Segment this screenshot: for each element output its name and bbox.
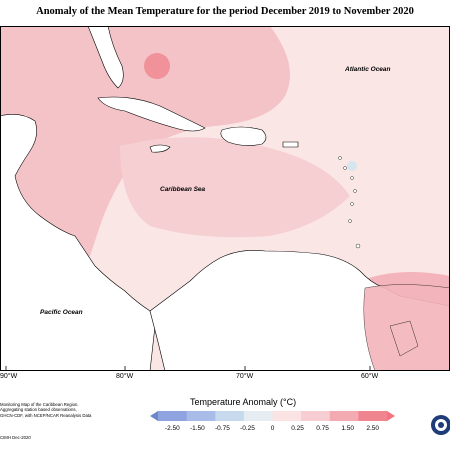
lon-label-90w: 90°W bbox=[0, 373, 18, 380]
cuba-land bbox=[97, 96, 206, 132]
anomaly-map: Atlantic Ocean Caribbean Sea Pacific Oce… bbox=[0, 26, 450, 371]
colorbar-segment bbox=[272, 411, 302, 421]
legend-title: Temperature Anomaly (°C) bbox=[190, 397, 297, 407]
florida-land bbox=[87, 26, 124, 89]
colorbar-segment bbox=[329, 411, 359, 421]
longitude-ticks bbox=[5, 366, 371, 371]
colorbar-segment bbox=[301, 411, 331, 421]
anomaly-field-caribbean bbox=[120, 137, 350, 238]
anomaly-map-svg: Atlantic Ocean Caribbean Sea Pacific Oce… bbox=[0, 26, 450, 371]
colorbar-tick-label: -2.50 bbox=[164, 425, 180, 432]
colorbar-segment bbox=[358, 411, 388, 421]
anomaly-negative-patch bbox=[347, 161, 357, 171]
colorbar-tick-label: 1.50 bbox=[341, 425, 354, 432]
credit-line-2: Aggregating station based observations, bbox=[0, 407, 77, 413]
jamaica-land bbox=[149, 144, 171, 153]
colorbar-tick-label: 0.25 bbox=[291, 425, 304, 432]
lon-label-70w: 70°W bbox=[236, 373, 254, 380]
colorbar-segment bbox=[186, 411, 216, 421]
colorbar-tick-label: 0 bbox=[270, 425, 275, 432]
colorbar bbox=[150, 409, 395, 423]
puerto-rico-land bbox=[282, 141, 299, 148]
lon-label-80w: 80°W bbox=[116, 373, 134, 380]
colorbar-segment bbox=[243, 411, 273, 421]
colorbar-arrow-left bbox=[150, 411, 158, 421]
colorbar-tick-label: -0.75 bbox=[214, 425, 230, 432]
colorbar-tick-label: -1.50 bbox=[189, 425, 205, 432]
colorbar-arrow-right bbox=[387, 411, 395, 421]
border-lines bbox=[389, 320, 419, 357]
credit-line-1: Monitoring Map of the Caribbean Region. bbox=[0, 402, 79, 407]
anomaly-hotspot-bahamas bbox=[144, 53, 170, 79]
cimh-logo-icon bbox=[431, 415, 450, 435]
land-anomaly-guianas bbox=[363, 284, 450, 371]
colorbar-tick-label: 0.75 bbox=[316, 425, 329, 432]
colorbar-segment bbox=[215, 411, 245, 421]
central-america-land bbox=[0, 114, 156, 371]
lesser-antilles bbox=[338, 156, 361, 249]
credit-text: Monitoring Map of the Caribbean Region. … bbox=[0, 402, 120, 418]
pacific-ocean-label: Pacific Ocean bbox=[40, 309, 83, 316]
colorbar-tick-label: -0.25 bbox=[240, 425, 255, 432]
credit-line-3: GHCN-CDF, with NCEP/NCAR Reanalysis Data bbox=[0, 412, 92, 418]
atlantic-ocean-label: Atlantic Ocean bbox=[344, 66, 391, 73]
colorbar-svg bbox=[150, 411, 395, 421]
hispaniola-land bbox=[220, 126, 267, 146]
lon-label-60w: 60°W bbox=[361, 373, 379, 380]
caribbean-sea-label: Caribbean Sea bbox=[160, 186, 206, 193]
map-title: Anomaly of the Mean Temperature for the … bbox=[36, 6, 414, 17]
credit-date: CIMH Dec-2020 bbox=[0, 435, 31, 440]
colorbar-segment bbox=[158, 411, 188, 421]
colorbar-tick-label: 2.50 bbox=[366, 425, 380, 432]
